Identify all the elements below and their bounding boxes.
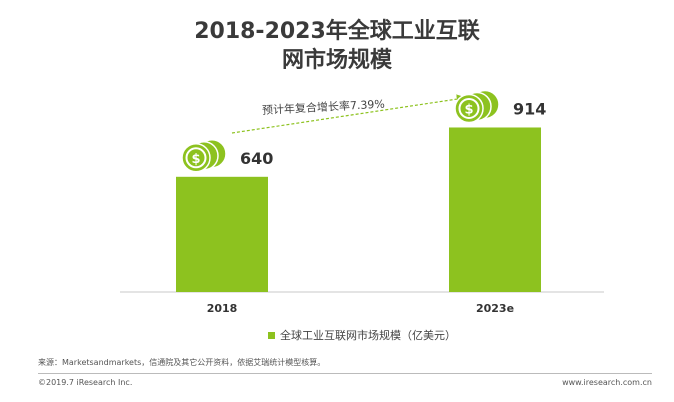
data-label: 914 (513, 99, 546, 118)
dollar-coins-icon: $ (454, 89, 500, 124)
cagr-arrow (231, 94, 467, 134)
chart-title-line2: 网市场规模 (281, 48, 392, 73)
dollar-coins-icon: $ (181, 139, 227, 173)
x-tick-label: 2018 (207, 302, 238, 315)
svg-text:$: $ (191, 152, 200, 167)
bar-2018 (176, 176, 268, 292)
website: www.iresearch.com.cn (562, 378, 652, 387)
legend: 全球工业互联网市场规模（亿美元） (268, 327, 456, 343)
copyright: ©2019.7 iResearch Inc. (38, 378, 133, 387)
footer-divider (38, 373, 652, 374)
svg-text:$: $ (464, 102, 473, 117)
source-note: 来源：Marketsandmarkets，信通院及其它公开资料，依据艾瑞统计模型… (38, 358, 326, 367)
legend-label: 全球工业互联网市场规模（亿美元） (280, 329, 456, 342)
legend-swatch (268, 331, 275, 339)
data-label: 640 (240, 149, 273, 168)
bar-2023e (449, 127, 541, 292)
x-tick-label: 2023e (476, 302, 514, 315)
chart-title-line1: 2018-2023年全球工业互联 (194, 19, 480, 44)
